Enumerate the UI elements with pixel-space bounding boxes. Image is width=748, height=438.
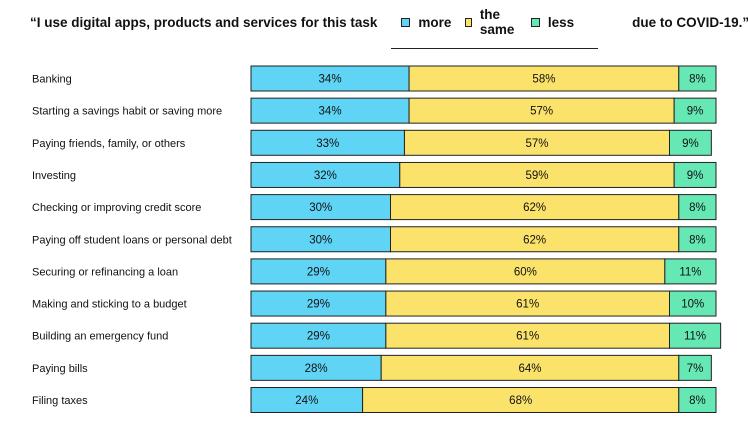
data-label-less: 11%	[684, 331, 706, 343]
data-label-same: 62%	[523, 234, 546, 246]
category-label: Banking	[32, 74, 72, 86]
data-label-more: 30%	[309, 234, 332, 246]
data-label-same: 59%	[525, 170, 548, 182]
data-label-more: 34%	[319, 74, 342, 86]
data-label-more: 33%	[316, 138, 339, 150]
data-label-more: 32%	[314, 170, 337, 182]
bar-segment-less	[669, 322, 722, 349]
bar-segment-same	[362, 387, 680, 413]
bar-segment-same	[390, 226, 680, 253]
bar-segment-more	[250, 290, 387, 317]
bar-segment-more	[250, 226, 391, 253]
category-label: Checking or improving credit score	[32, 202, 201, 214]
category-label: Paying bills	[32, 363, 88, 375]
bar-segment-less	[673, 97, 717, 124]
bar-segment-less	[678, 387, 717, 413]
category-label: Filing taxes	[32, 395, 88, 407]
data-label-more: 29%	[307, 331, 330, 343]
bar-segment-less	[678, 354, 712, 381]
bar-segment-less	[678, 226, 717, 253]
category-label: Paying friends, family, or others	[32, 138, 186, 150]
category-label: Investing	[32, 170, 76, 182]
bar-segment-more	[250, 161, 401, 188]
bar-segment-less	[669, 290, 717, 317]
bar-segment-more	[250, 354, 382, 381]
data-label-more: 24%	[295, 395, 318, 407]
category-label: Making and sticking to a budget	[32, 299, 187, 311]
legend-item-same: the same	[465, 7, 517, 37]
bar-segment-less	[673, 161, 717, 188]
bar-segment-more	[250, 194, 391, 221]
data-label-less: 8%	[689, 234, 706, 246]
data-label-same: 61%	[516, 299, 539, 311]
bar-segment-more	[250, 97, 410, 124]
data-label-less: 8%	[689, 202, 706, 214]
category-label: Paying off student loans or personal deb…	[32, 234, 232, 246]
legend-item-less: less	[530, 14, 575, 30]
legend-swatch-same	[465, 17, 472, 27]
bar-segment-less	[678, 194, 717, 221]
bar-segment-less	[664, 258, 717, 285]
bar-segment-same	[408, 97, 675, 124]
legend: more the same less	[391, 7, 599, 49]
data-label-less: 9%	[682, 138, 699, 150]
data-label-less: 11%	[679, 266, 701, 278]
data-label-same: 58%	[532, 74, 555, 86]
legend-underline	[391, 48, 599, 49]
bar-segment-same	[385, 258, 666, 285]
title-prefix: “I use digital apps, products and servic…	[30, 14, 378, 30]
bar-segment-less	[678, 65, 717, 92]
data-label-same: 64%	[518, 363, 541, 375]
data-label-same: 60%	[514, 266, 537, 278]
data-label-more: 29%	[307, 299, 330, 311]
bar-segment-less	[669, 129, 712, 156]
data-label-less: 8%	[689, 395, 706, 407]
bar-segment-same	[403, 129, 670, 156]
data-label-less: 9%	[687, 170, 704, 182]
data-label-more: 34%	[319, 106, 342, 118]
data-label-same: 57%	[530, 106, 553, 118]
title-suffix: due to COVID-19.”	[632, 14, 748, 30]
legend-swatch-more	[401, 17, 411, 27]
category-label: Building an emergency fund	[32, 331, 168, 343]
bar-segment-more	[250, 65, 410, 92]
category-label: Starting a savings habit or saving more	[32, 106, 222, 118]
data-label-same: 62%	[523, 202, 546, 214]
bar-segment-same	[385, 290, 670, 317]
data-label-less: 9%	[687, 106, 704, 118]
bar-segment-same	[380, 354, 680, 381]
data-label-more: 30%	[309, 202, 332, 214]
legend-item-more: more	[401, 15, 451, 30]
bar-segment-more	[250, 387, 364, 413]
legend-label-more: more	[418, 14, 452, 30]
legend-label-less: less	[547, 14, 575, 30]
data-label-less: 8%	[689, 74, 706, 86]
data-label-more: 29%	[307, 266, 330, 278]
bar-segment-more	[250, 258, 387, 285]
bar-segment-same	[385, 322, 670, 349]
chart-title: “I use digital apps, products and servic…	[30, 7, 748, 49]
data-label-same: 57%	[525, 138, 548, 150]
data-label-more: 28%	[305, 363, 328, 375]
bar-segment-same	[399, 161, 675, 188]
category-label: Securing or refinancing a loan	[32, 266, 178, 278]
data-label-less: 10%	[681, 299, 704, 311]
data-label-same: 68%	[509, 395, 532, 407]
data-label-same: 61%	[516, 331, 539, 343]
bar-segment-same	[390, 194, 680, 221]
legend-swatch-less	[530, 17, 540, 27]
data-label-less: 7%	[687, 363, 704, 375]
legend-label-same: the same	[479, 7, 515, 37]
bar-segment-more	[250, 322, 387, 349]
